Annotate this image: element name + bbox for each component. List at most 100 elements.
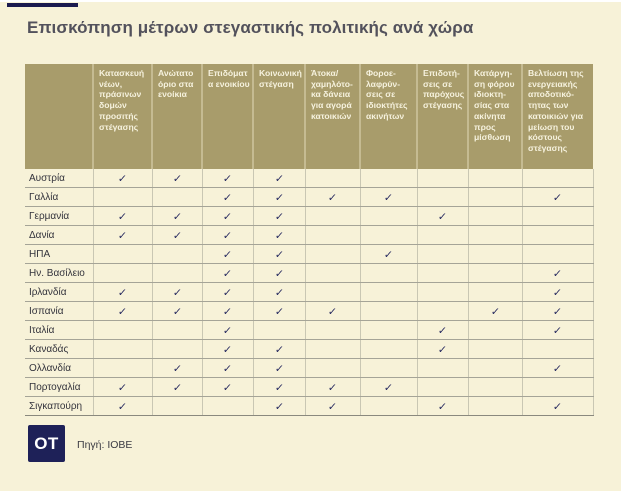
empty-cell — [522, 244, 594, 264]
empty-cell — [522, 377, 594, 397]
checkmark-cell: ✓ — [152, 169, 203, 188]
empty-cell — [468, 225, 523, 245]
column-header: Φοροε-λαφρύν-σεις σε ιδιοκτήτες ακινήτων — [360, 64, 418, 169]
checkmark-cell: ✓ — [253, 339, 306, 359]
table-row: Ην. Βασίλειο ✓ ✓ ✓ — [25, 263, 594, 283]
checkmark-cell: ✓ — [417, 339, 469, 359]
country-label: Πορτογαλία — [25, 377, 94, 397]
checkmark-cell: ✓ — [522, 187, 594, 207]
checkmark-icon: ✓ — [222, 306, 233, 318]
table-row: Ιταλία ✓ ✓ ✓ — [25, 320, 594, 340]
checkmark-cell: ✓ — [253, 244, 306, 264]
checkmark-icon: ✓ — [552, 401, 563, 413]
empty-cell — [417, 169, 469, 188]
empty-cell — [417, 377, 469, 397]
table-row: Πορτογαλία ✓ ✓ ✓ ✓ ✓ ✓ — [25, 377, 594, 397]
country-label: Ιρλανδία — [25, 282, 94, 302]
checkmark-icon: ✓ — [273, 306, 285, 318]
checkmark-cell: ✓ — [522, 396, 594, 416]
checkmark-icon: ✓ — [273, 363, 285, 375]
checkmark-icon: ✓ — [273, 268, 285, 280]
checkmark-cell: ✓ — [253, 225, 306, 245]
empty-cell — [305, 225, 361, 245]
country-label: Ην. Βασίλειο — [25, 263, 94, 283]
checkmark-icon: ✓ — [552, 287, 563, 299]
empty-cell — [152, 263, 203, 283]
checkmark-icon: ✓ — [327, 306, 338, 318]
empty-cell — [360, 339, 418, 359]
checkmark-cell: ✓ — [417, 320, 469, 340]
country-label: Γαλλία — [25, 187, 94, 207]
checkmark-icon: ✓ — [273, 249, 285, 261]
empty-cell — [305, 339, 361, 359]
checkmark-cell: ✓ — [305, 187, 361, 207]
empty-cell — [305, 282, 361, 302]
checkmark-cell: ✓ — [522, 263, 594, 283]
checkmark-icon: ✓ — [171, 173, 183, 185]
country-label: Ισπανία — [25, 301, 94, 321]
checkmark-icon: ✓ — [171, 230, 183, 242]
empty-cell — [468, 320, 523, 340]
table-row: Γερμανία ✓ ✓ ✓ ✓ ✓ — [25, 206, 594, 226]
table-row: Δανία ✓ ✓ ✓ ✓ — [25, 225, 594, 245]
country-label: Σιγκαπούρη — [25, 396, 94, 416]
empty-cell — [417, 244, 469, 264]
empty-cell — [93, 320, 153, 340]
checkmark-icon: ✓ — [222, 287, 233, 299]
page-title: Επισκόπηση μέτρων στεγαστικής πολιτικής … — [27, 18, 474, 37]
table-row: Σιγκαπούρη ✓ ✓ ✓ ✓ ✓ — [25, 396, 594, 416]
column-header: Κοινωνική στέγαση — [253, 64, 306, 169]
checkmark-icon: ✓ — [171, 363, 183, 375]
empty-cell — [360, 396, 418, 416]
checkmark-icon: ✓ — [117, 306, 128, 318]
country-label: Αυστρία — [25, 169, 94, 188]
empty-cell — [468, 263, 523, 283]
checkmark-icon: ✓ — [552, 268, 563, 280]
column-header: Άτοκα/ χαμηλότο-κα δάνεια για αγορά κατο… — [305, 64, 361, 169]
checkmark-cell: ✓ — [360, 244, 418, 264]
checkmark-icon: ✓ — [171, 211, 183, 223]
checkmark-cell: ✓ — [202, 282, 254, 302]
empty-cell — [360, 320, 418, 340]
empty-cell — [468, 282, 523, 302]
empty-cell — [305, 263, 361, 283]
table-row: Ολλανδία ✓ ✓ ✓ ✓ — [25, 358, 594, 378]
empty-cell — [360, 169, 418, 188]
empty-cell — [152, 396, 203, 416]
empty-cell — [468, 339, 523, 359]
checkmark-cell: ✓ — [253, 301, 306, 321]
empty-cell — [152, 187, 203, 207]
checkmark-icon: ✓ — [117, 287, 128, 299]
checkmark-cell: ✓ — [253, 358, 306, 378]
empty-cell — [93, 263, 153, 283]
checkmark-icon: ✓ — [437, 344, 448, 356]
checkmark-icon: ✓ — [171, 306, 183, 318]
empty-cell — [468, 244, 523, 264]
checkmark-icon: ✓ — [383, 192, 394, 204]
empty-cell — [152, 244, 203, 264]
empty-cell — [522, 339, 594, 359]
checkmark-icon: ✓ — [383, 249, 394, 261]
checkmark-icon: ✓ — [489, 306, 501, 318]
checkmark-cell: ✓ — [360, 377, 418, 397]
checkmark-icon: ✓ — [552, 306, 563, 318]
table-body: Αυστρία ✓ ✓ ✓ ✓ Γαλλία ✓ ✓ ✓ ✓ ✓ Γερμανία ✓ ✓ ✓ ✓ ✓ Δανία… — [25, 169, 594, 416]
checkmark-icon: ✓ — [327, 401, 338, 413]
empty-cell — [417, 301, 469, 321]
column-header: Επιδόματα ενοικίου — [202, 64, 254, 169]
checkmark-cell: ✓ — [93, 206, 153, 226]
checkmark-cell: ✓ — [253, 187, 306, 207]
country-label: Γερμανία — [25, 206, 94, 226]
checkmark-cell: ✓ — [253, 377, 306, 397]
checkmark-cell: ✓ — [202, 187, 254, 207]
empty-cell — [305, 358, 361, 378]
empty-cell — [360, 282, 418, 302]
checkmark-icon: ✓ — [222, 230, 233, 242]
table-row: Καναδάς ✓ ✓ ✓ — [25, 339, 594, 359]
checkmark-cell: ✓ — [152, 377, 203, 397]
checkmark-icon: ✓ — [222, 173, 233, 185]
checkmark-cell: ✓ — [468, 301, 523, 321]
checkmark-cell: ✓ — [202, 263, 254, 283]
checkmark-icon: ✓ — [222, 211, 233, 223]
